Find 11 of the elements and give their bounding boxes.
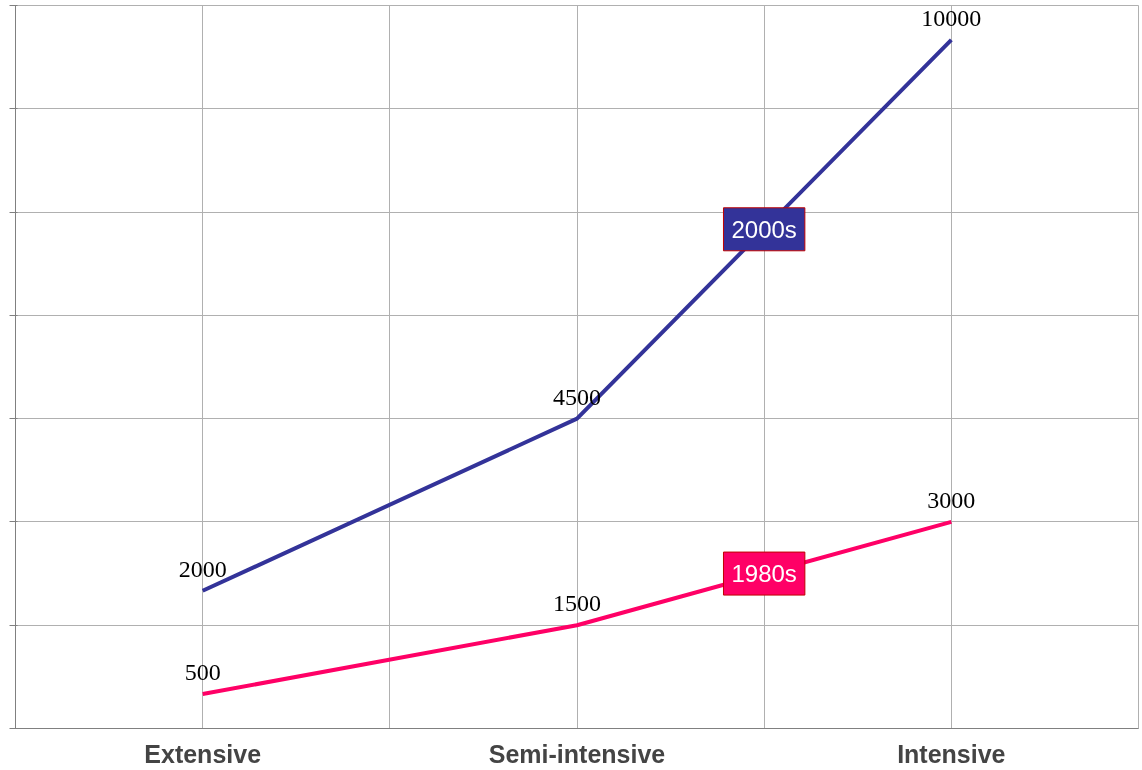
- data-label: 3000: [927, 486, 976, 513]
- data-label: 4500: [553, 383, 601, 410]
- data-label: 10000: [921, 4, 982, 31]
- series-label: 1980s: [731, 560, 797, 588]
- series-label: 2000s: [731, 215, 797, 243]
- x-tick-label: Intensive: [897, 739, 1006, 768]
- x-tick-label: Extensive: [144, 739, 262, 768]
- data-label: 1500: [553, 590, 601, 617]
- data-label: 500: [184, 659, 221, 686]
- x-tick-label: Semi-intensive: [488, 739, 666, 768]
- data-label: 2000: [178, 555, 227, 582]
